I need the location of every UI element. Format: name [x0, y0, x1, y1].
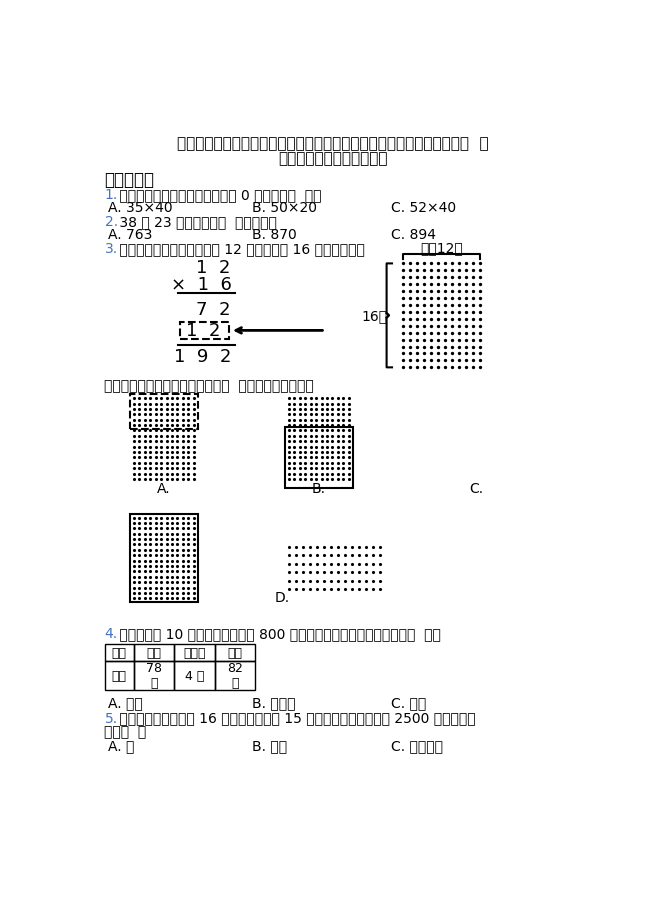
Bar	[214, 661, 255, 690]
Bar	[134, 661, 174, 690]
Text: B. 870: B. 870	[252, 228, 296, 242]
Text: A. 能: A. 能	[109, 739, 135, 753]
Text: 乒乓球: 乒乓球	[183, 646, 205, 659]
Text: 吗？（  ）: 吗？（ ）	[105, 725, 147, 739]
Bar	[130, 514, 198, 603]
Text: 38 与 23 的积和下面（  ）最接近。: 38 与 23 的积和下面（ ）最接近。	[115, 215, 278, 229]
Text: 7  2: 7 2	[196, 301, 230, 319]
Text: 篮球: 篮球	[147, 646, 162, 659]
Bar	[285, 427, 352, 489]
Text: A.: A.	[157, 482, 170, 495]
Text: C. 52×40: C. 52×40	[391, 201, 456, 215]
Text: C. 足球: C. 足球	[391, 696, 426, 709]
Text: C. 无法确定: C. 无法确定	[391, 739, 443, 753]
Text: D.: D.	[275, 590, 290, 604]
Bar	[214, 644, 255, 661]
Text: 2.: 2.	[105, 215, 118, 229]
Text: 82
元: 82 元	[227, 662, 242, 689]
Bar	[105, 644, 134, 661]
Text: 4 元: 4 元	[185, 669, 204, 682]
Text: B. 乒乓球: B. 乒乓球	[252, 696, 295, 709]
Text: B. 不能: B. 不能	[252, 739, 287, 753]
Text: C. 894: C. 894	[391, 228, 436, 242]
Text: 足球: 足球	[227, 646, 242, 659]
Text: 4.: 4.	[105, 627, 118, 641]
Text: A. 763: A. 763	[109, 228, 153, 242]
Text: 单价: 单价	[112, 669, 127, 682]
Text: 种类: 种类	[112, 646, 127, 659]
Text: 78
元: 78 元	[146, 662, 162, 689]
Text: 1  9  2: 1 9 2	[174, 347, 231, 366]
Text: B.: B.	[312, 482, 326, 495]
Text: 5.: 5.	[105, 711, 118, 725]
Text: 紖式中筭头所指的可以用上面图（  ）框中的点来表示。: 紖式中筭头所指的可以用上面图（ ）框中的点来表示。	[105, 379, 314, 392]
Bar	[181, 323, 229, 339]
Text: 某市体育馆的看台分 16 个区，每个区有 15 个座位。它能同时容纳 2500 人观看比赛: 某市体育馆的看台分 16 个区，每个区有 15 个座位。它能同时容纳 2500 …	[115, 711, 476, 725]
Text: 下面算式中，积的末尾只有两个 0 的算式是（  ）。: 下面算式中，积的末尾只有两个 0 的算式是（ ）。	[115, 187, 322, 202]
Text: 每行12人: 每行12人	[420, 241, 463, 255]
Text: 1  2: 1 2	[196, 259, 230, 277]
Text: ×  1  6: × 1 6	[171, 276, 232, 294]
Bar	[130, 395, 198, 429]
Text: 1  2: 1 2	[186, 322, 220, 340]
Text: A. 35×40: A. 35×40	[109, 201, 173, 215]
Bar	[174, 644, 214, 661]
Bar	[105, 661, 134, 690]
Text: 1.: 1.	[105, 187, 118, 202]
Text: 3.: 3.	[105, 242, 118, 255]
Text: A. 篮球: A. 篮球	[109, 696, 143, 709]
Text: 元测试题（包含答案解析）: 元测试题（包含答案解析）	[278, 152, 388, 166]
Text: （易错题）最新人教版小学数学三年级下册第四单元《两位数乘两位数》  单: （易错题）最新人教版小学数学三年级下册第四单元《两位数乘两位数》 单	[177, 136, 489, 151]
Text: B. 50×20: B. 50×20	[252, 201, 317, 215]
Text: 16行: 16行	[362, 309, 388, 323]
Bar	[174, 661, 214, 690]
Bar	[134, 644, 174, 661]
Text: 学校举行广播操表演，每行 12 人，一共有 16 行（如图）。: 学校举行广播操表演，每行 12 人，一共有 16 行（如图）。	[115, 242, 365, 255]
Text: 一、选择题: 一、选择题	[105, 171, 155, 188]
Text: 张老师买了 10 个球，付给营业员 800 元，估一估，他最有可能买的是（  ）。: 张老师买了 10 个球，付给营业员 800 元，估一估，他最有可能买的是（ ）。	[115, 627, 441, 641]
Text: C.: C.	[469, 482, 483, 495]
